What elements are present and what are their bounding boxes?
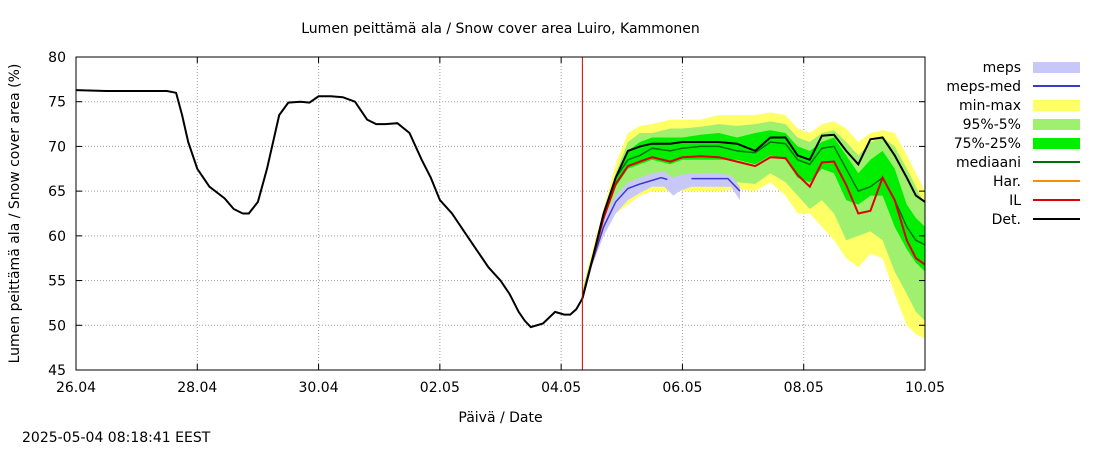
legend-label-min_max: min-max bbox=[959, 98, 1021, 114]
band-meps bbox=[582, 171, 740, 299]
legend: meps meps-med min-max 95%-5% 75%-25% mediaani… bbox=[946, 60, 1080, 228]
x-tick-label: 10.05 bbox=[905, 380, 945, 396]
y-tick-label: 70 bbox=[48, 139, 66, 155]
legend-label-meps: meps bbox=[983, 60, 1021, 76]
x-tick-label: 02.05 bbox=[420, 380, 460, 396]
plot-area bbox=[76, 89, 925, 339]
y-tick-label: 50 bbox=[48, 318, 66, 334]
line-det bbox=[581, 133, 925, 299]
legend-label-det: Det. bbox=[992, 212, 1021, 228]
chart-title: Lumen peittämä ala / Snow cover area Lui… bbox=[301, 21, 700, 37]
legend-label-meps_med: meps-med bbox=[946, 79, 1021, 95]
x-axis-label: Päivä / Date bbox=[458, 410, 542, 426]
legend-label-p75_25: 75%-25% bbox=[954, 136, 1021, 152]
y-tick-label: 75 bbox=[48, 95, 66, 111]
legend-label-har: Har. bbox=[993, 174, 1021, 190]
legend-label-p95_5: 95%-5% bbox=[963, 117, 1021, 133]
y-tick-label: 60 bbox=[48, 229, 66, 245]
line-meps-med bbox=[691, 177, 741, 192]
legend-swatch-meps bbox=[1033, 62, 1080, 73]
line-observed bbox=[76, 89, 584, 329]
legend-swatch-p75_25 bbox=[1033, 138, 1080, 149]
x-tick-label: 26.04 bbox=[56, 380, 96, 396]
y-tick-label: 80 bbox=[48, 50, 66, 66]
legend-label-il: IL bbox=[1009, 193, 1021, 209]
legend-swatch-min_max bbox=[1033, 100, 1080, 111]
y-tick-label: 45 bbox=[48, 363, 66, 379]
y-axis-label: Lumen peittämä ala / Snow cover area (%) bbox=[7, 64, 23, 364]
y-tick-label: 65 bbox=[48, 184, 66, 200]
x-tick-label: 30.04 bbox=[299, 380, 339, 396]
line-il bbox=[581, 155, 925, 299]
x-tick-label: 28.04 bbox=[177, 380, 217, 396]
x-tick-label: 04.05 bbox=[541, 380, 581, 396]
legend-label-mediaani: mediaani bbox=[956, 155, 1021, 171]
y-tick-label: 55 bbox=[48, 274, 66, 290]
plot-frame bbox=[75, 56, 926, 371]
x-tick-label: 06.05 bbox=[662, 380, 702, 396]
line-meps-med bbox=[581, 176, 668, 299]
legend-swatch-p95_5 bbox=[1033, 119, 1080, 130]
timestamp: 2025-05-04 08:18:41 EEST bbox=[22, 430, 211, 446]
line-mediaani bbox=[581, 141, 925, 299]
x-tick-label: 08.05 bbox=[784, 380, 824, 396]
